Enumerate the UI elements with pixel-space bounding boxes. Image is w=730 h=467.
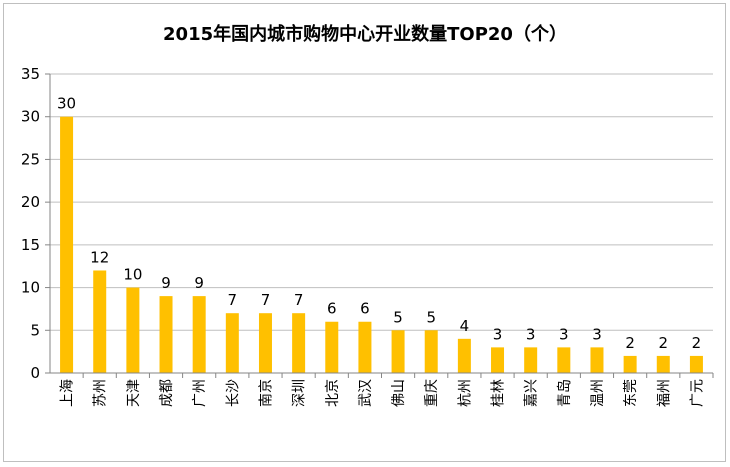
x-axis: 上海 苏州 天津 成都 广州 长沙 南京 深圳 北京 武汉 佛山 重庆 杭州 桂林 嘉兴 青岛 温州 东莞 福州 广元 — [50, 372, 714, 407]
data-label: 4 — [460, 317, 470, 335]
chart-title: 2015年国内城市购物中心开业数量TOP20（个） — [163, 24, 567, 45]
y-tick-label: 30 — [21, 108, 40, 126]
bar — [590, 347, 604, 373]
data-label: 2 — [692, 334, 702, 352]
y-tick-label: 5 — [30, 321, 40, 339]
x-tick-label: 苏州 — [93, 379, 109, 407]
x-tick-label: 天津 — [126, 379, 142, 407]
bar — [225, 313, 239, 373]
x-tick-label: 成都 — [159, 379, 175, 407]
bar — [424, 330, 438, 373]
data-labels: 30 12 10 9 9 7 7 7 6 6 5 5 4 3 3 3 3 2 2 2 — [57, 95, 701, 352]
x-tick-label: 东莞 — [623, 379, 639, 407]
y-axis: 0 5 10 15 20 25 30 35 — [21, 65, 51, 382]
bar — [656, 355, 670, 373]
x-tick-label: 南京 — [258, 379, 274, 407]
x-tick-label: 上海 — [60, 379, 76, 407]
x-tick-label: 长沙 — [225, 379, 241, 407]
x-tick-label: 杭州 — [457, 379, 473, 407]
x-tick-label: 青岛 — [557, 379, 573, 407]
bar — [391, 330, 405, 373]
y-tick-label: 10 — [21, 279, 40, 297]
x-tick-label: 武汉 — [358, 379, 374, 407]
bar — [292, 313, 306, 373]
x-tick-label: 重庆 — [424, 379, 440, 407]
bar — [358, 321, 372, 373]
data-label: 2 — [625, 334, 635, 352]
y-tick-label: 25 — [21, 150, 40, 168]
bar — [93, 270, 107, 373]
x-tick-label: 深圳 — [292, 379, 308, 407]
y-tick-label: 15 — [21, 236, 40, 254]
x-tick-label: 温州 — [590, 379, 606, 407]
data-label: 10 — [123, 266, 142, 284]
data-label: 3 — [592, 325, 602, 343]
gridlines — [50, 73, 713, 331]
x-tick-label: 广元 — [689, 379, 705, 407]
data-label: 12 — [90, 248, 109, 266]
data-label: 7 — [294, 291, 304, 309]
y-tick-label: 0 — [30, 364, 40, 382]
data-label: 5 — [426, 308, 436, 326]
data-label: 30 — [57, 95, 76, 113]
x-tick-label: 佛山 — [391, 379, 407, 407]
chart-frame — [3, 3, 726, 462]
bar — [457, 338, 471, 373]
x-tick-label: 嘉兴 — [524, 379, 540, 407]
data-label: 7 — [261, 291, 271, 309]
x-tick-label: 桂林 — [491, 379, 507, 407]
y-tick-label: 20 — [21, 193, 40, 211]
bar — [192, 296, 206, 373]
bar — [623, 355, 637, 373]
data-label: 3 — [559, 325, 569, 343]
bar — [524, 347, 538, 373]
data-label: 5 — [393, 308, 403, 326]
data-label: 7 — [228, 291, 238, 309]
data-label: 9 — [161, 274, 171, 292]
data-label: 9 — [194, 274, 204, 292]
x-tick-label: 福州 — [656, 379, 672, 407]
x-tick-label: 广州 — [192, 379, 208, 407]
bar — [325, 321, 339, 373]
bar — [126, 287, 140, 373]
x-tick-label: 北京 — [325, 379, 341, 407]
data-label: 2 — [659, 334, 669, 352]
bar — [557, 347, 571, 373]
data-label: 3 — [493, 325, 503, 343]
bars — [60, 116, 703, 373]
bar — [159, 296, 173, 373]
data-label: 6 — [360, 300, 370, 318]
data-label: 6 — [327, 300, 337, 318]
bar — [689, 355, 703, 373]
bar — [60, 116, 74, 373]
bar — [258, 313, 272, 373]
data-label: 3 — [526, 325, 536, 343]
bar — [491, 347, 505, 373]
y-tick-label: 35 — [21, 65, 40, 83]
